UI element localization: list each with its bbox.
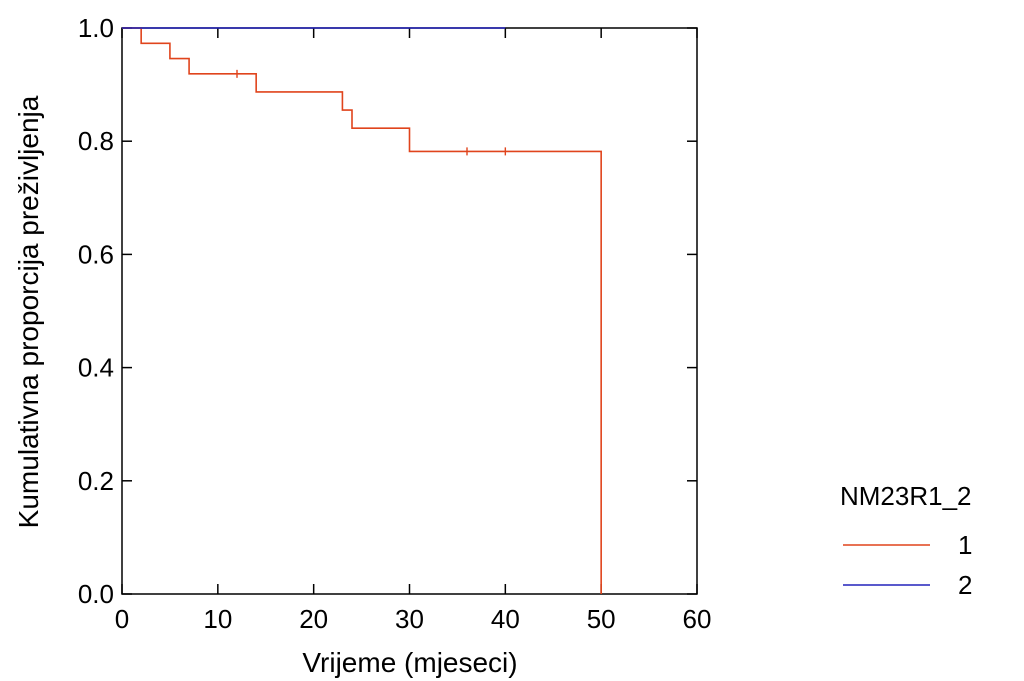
y-axis: 0.0 0.2 0.4 0.6 0.8 1.0 [78, 13, 697, 609]
y-tick-label: 0.4 [78, 353, 114, 383]
x-tick-label: 50 [587, 604, 616, 634]
y-tick-label: 0.2 [78, 466, 114, 496]
legend-label-1: 1 [958, 530, 972, 560]
y-axis-label: Kumulativna proporcija preživljenja [13, 95, 44, 528]
x-tick-label: 0 [115, 604, 129, 634]
x-tick-label: 30 [395, 604, 424, 634]
series-line-1 [122, 27, 602, 594]
x-tick-label: 10 [203, 604, 232, 634]
axes [121, 27, 698, 595]
x-tick-label: 20 [299, 604, 328, 634]
x-tick-label: 40 [491, 604, 520, 634]
series-layer [122, 27, 602, 594]
legend-title: NM23R1_2 [840, 481, 972, 511]
y-tick-label: 0.6 [78, 239, 114, 269]
x-axis-label: Vrijeme (mjeseci) [302, 647, 517, 678]
plot-frame [121, 27, 698, 595]
x-axis: 0 10 20 30 40 50 60 [115, 28, 712, 634]
x-tick-label: 60 [683, 604, 712, 634]
legend-label-2: 2 [958, 570, 972, 600]
legend: NM23R1_2 1 2 [840, 481, 972, 600]
y-tick-label: 0.8 [78, 126, 114, 156]
y-tick-label: 1.0 [78, 13, 114, 43]
y-tick-label: 0.0 [78, 579, 114, 609]
